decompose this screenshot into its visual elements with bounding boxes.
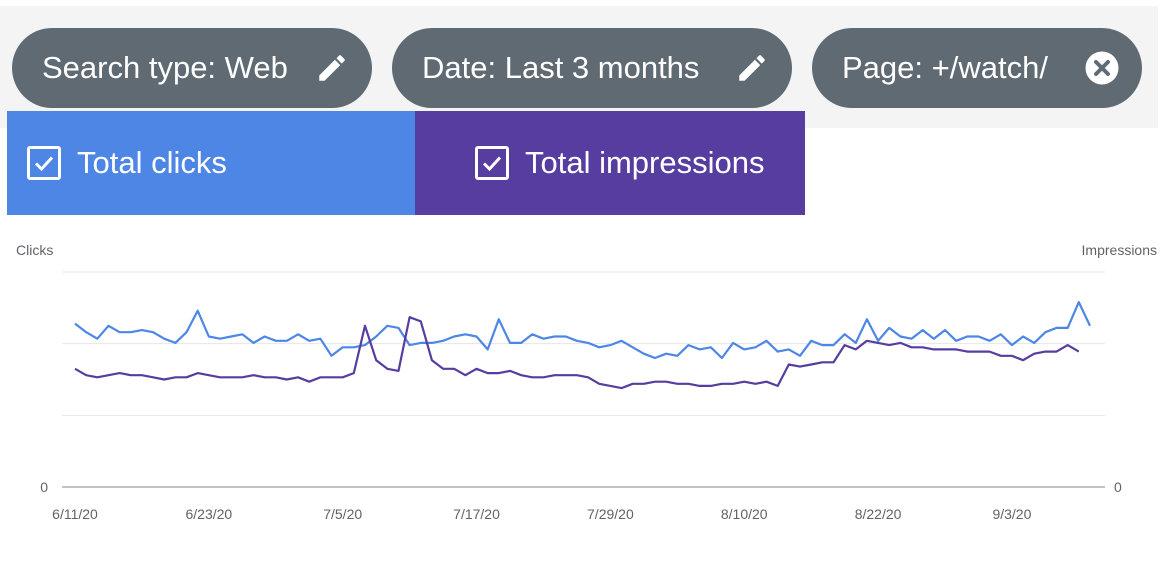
x-tick-label: 9/3/20 <box>992 506 1031 522</box>
filter-bar: Search type: Web Date: Last 3 months Pag… <box>0 6 1158 128</box>
date-filter-label: Date: Last 3 months <box>422 50 700 85</box>
close-circle-icon[interactable] <box>1084 50 1120 86</box>
series-group <box>74 300 1091 390</box>
x-tick-label: 8/10/20 <box>721 506 768 522</box>
grid-lines <box>62 271 1105 488</box>
x-tick-label: 7/17/20 <box>453 506 500 522</box>
y-axis-right-label: Impressions <box>1082 242 1157 258</box>
y-axis-left-label: Clicks <box>16 242 53 258</box>
x-tick-label: 6/23/20 <box>185 506 232 522</box>
y-axis-right-zero: 0 <box>1114 479 1122 495</box>
total-clicks-toggle[interactable]: Total clicks <box>7 111 415 215</box>
y-axis-left-zero: 0 <box>40 479 48 495</box>
total-impressions-toggle[interactable]: Total impressions <box>415 111 805 215</box>
x-tick-label: 6/11/20 <box>52 506 98 522</box>
x-tick-label: 7/29/20 <box>587 506 634 522</box>
page-filter-label: Page: +/watch/ <box>842 50 1048 85</box>
date-filter-chip[interactable]: Date: Last 3 months <box>392 28 792 108</box>
total-clicks-line <box>74 300 1091 360</box>
total-impressions-line <box>74 316 1080 390</box>
pencil-icon[interactable] <box>734 50 770 86</box>
total-clicks-label: Total clicks <box>77 145 227 180</box>
pencil-icon[interactable] <box>314 50 350 86</box>
performance-chart: Clicks Impressions 0 0 6/11/20 6/23/20 7/5… <box>16 242 1157 522</box>
x-tick-label: 8/22/20 <box>855 506 902 522</box>
x-axis-ticks: 6/11/20 6/23/20 7/5/20 7/17/20 7/29/20 8/10/2… <box>52 506 1031 522</box>
page-filter-chip[interactable]: Page: +/watch/ <box>812 28 1142 108</box>
checkbox-checked-icon[interactable] <box>475 146 509 180</box>
x-tick-label: 7/5/20 <box>323 506 362 522</box>
search-type-filter-label: Search type: Web <box>42 50 288 85</box>
search-type-filter-chip[interactable]: Search type: Web <box>12 28 372 108</box>
checkbox-checked-icon[interactable] <box>27 146 61 180</box>
total-impressions-label: Total impressions <box>525 145 765 180</box>
